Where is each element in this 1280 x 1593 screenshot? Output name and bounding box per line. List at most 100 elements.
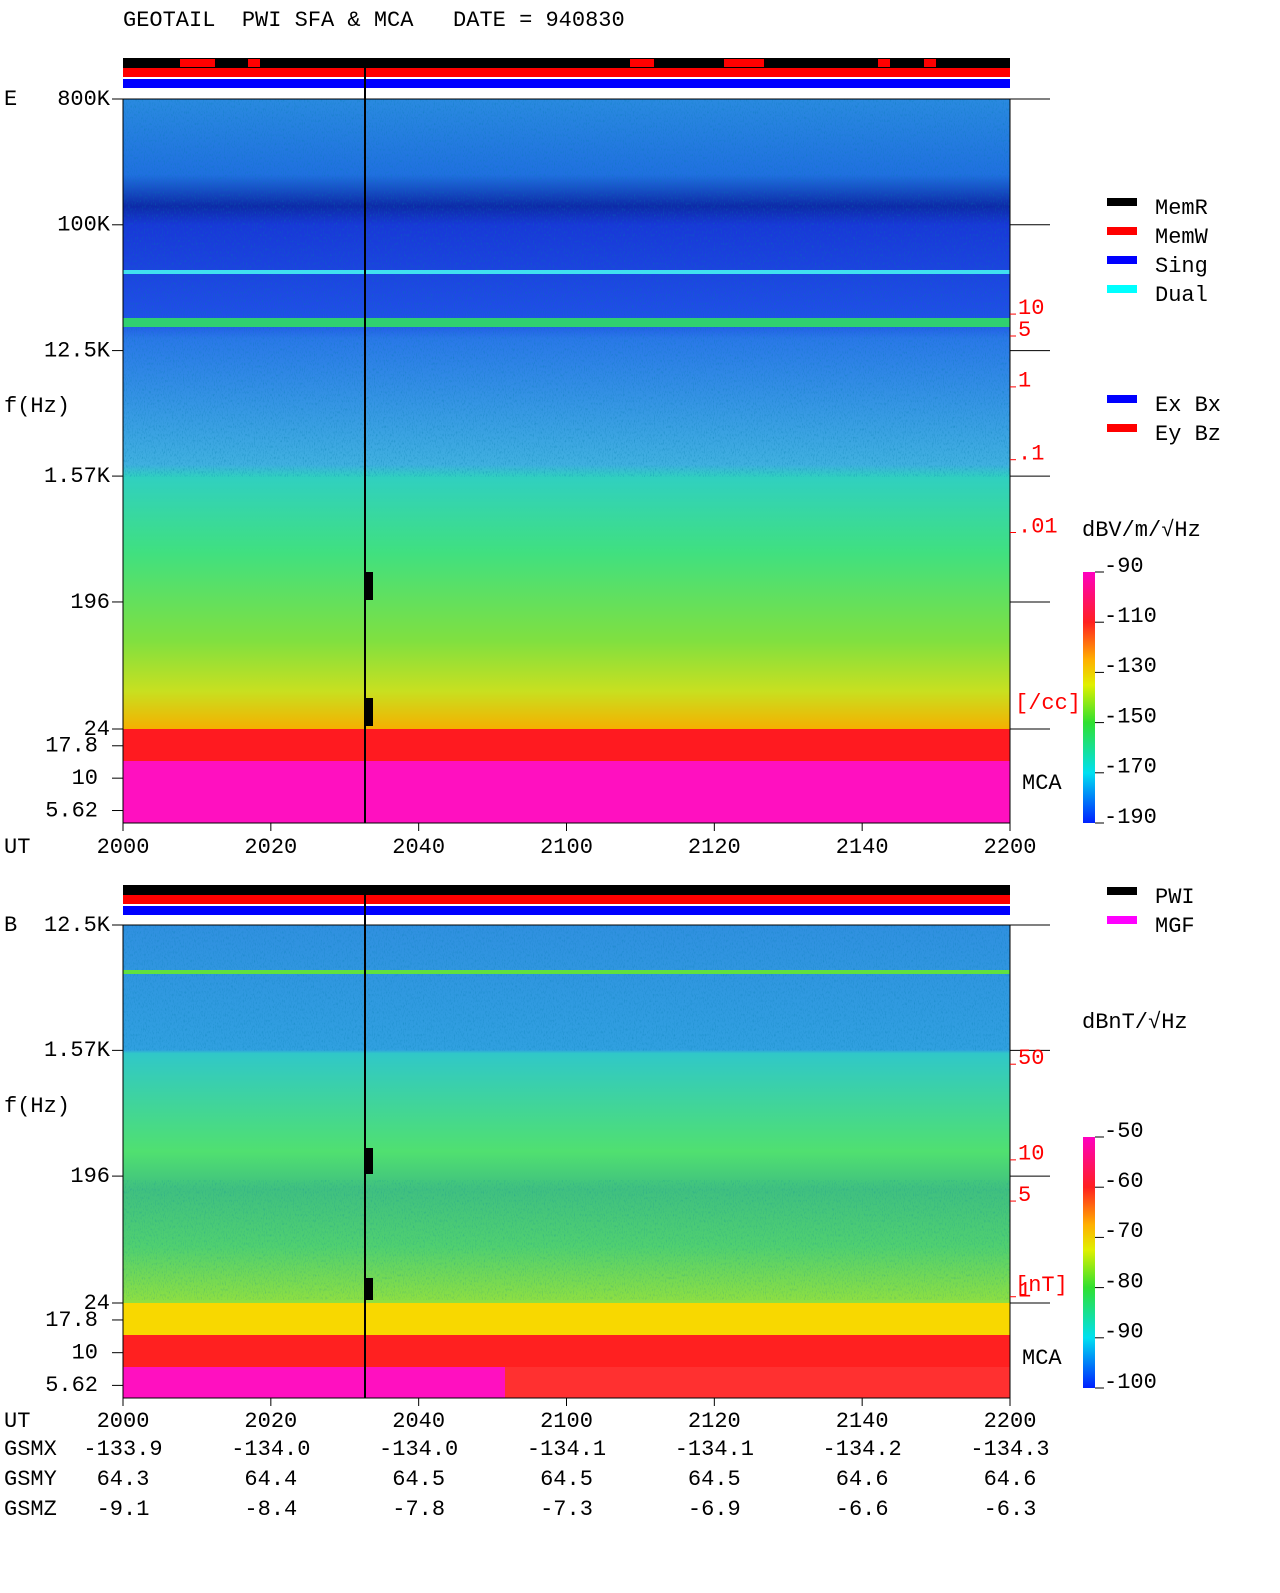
x-axis-label: UT (4, 1409, 30, 1434)
orbit-value: -8.4 (244, 1497, 297, 1522)
x-tick-label: 2140 (836, 1409, 889, 1434)
colorbar (1083, 572, 1095, 823)
x-tick-label: 2100 (540, 1409, 593, 1434)
y2-tick-label: 50 (1018, 1046, 1044, 1071)
legend-label: Ey Bz (1155, 422, 1221, 447)
y2-tick-label: 10 (1018, 1142, 1044, 1167)
x-axis-label: UT (4, 835, 30, 860)
orbit-value: -134.0 (231, 1437, 310, 1462)
y-tick-label: 800K (57, 87, 111, 112)
colorbar-tick-label: -50 (1104, 1119, 1144, 1144)
y-axis-label: f(Hz) (4, 394, 70, 419)
legend-swatch (1107, 285, 1137, 293)
orbit-value: 64.5 (688, 1467, 741, 1492)
legend-label: MemW (1155, 225, 1209, 250)
orbit-value: 64.5 (540, 1467, 593, 1492)
y-tick-label: 196 (70, 1164, 110, 1189)
x-tick-label: 2000 (97, 835, 150, 860)
legend-swatch (1107, 887, 1137, 895)
legend-swatch (1107, 395, 1137, 403)
y2-tick-label: 5 (1018, 1183, 1031, 1208)
y2-tick-label: .1 (1018, 442, 1044, 467)
mca-label: MCA (1022, 771, 1062, 796)
colorbar (1083, 1137, 1095, 1388)
colorbar-label: dBnT/√Hz (1082, 1010, 1188, 1035)
mca-tick-label: 17.8 (45, 1308, 98, 1333)
orbit-value: -6.6 (836, 1497, 889, 1522)
y2-tick-label: 5 (1018, 318, 1031, 343)
orbit-value: -6.3 (984, 1497, 1037, 1522)
y-tick-label: 12.5K (44, 338, 111, 363)
y-tick-label: 12.5K (44, 913, 111, 938)
y-tick-label: 1.57K (44, 464, 111, 489)
colorbar-tick-label: -80 (1104, 1269, 1144, 1294)
orbit-value: -6.9 (688, 1497, 741, 1522)
mca-tick-label: 17.8 (45, 734, 98, 759)
colorbar-tick-label: -60 (1104, 1169, 1144, 1194)
y2-tick-label: 1 (1018, 1279, 1031, 1304)
x-tick-label: 2040 (392, 1409, 445, 1434)
mca-tick-label: 10 (72, 766, 98, 791)
y2-axis-label: [/cc] (1015, 691, 1081, 716)
orbit-label: GSMY (4, 1467, 57, 1492)
legend-swatch (1107, 198, 1137, 206)
orbit-value: 64.6 (836, 1467, 889, 1492)
mca-label: MCA (1022, 1346, 1062, 1371)
orbit-value: 64.5 (392, 1467, 445, 1492)
y-tick-label: 1.57K (44, 1038, 111, 1063)
mca-tick-label: 10 (72, 1340, 98, 1365)
mca-tick-label: 5.62 (45, 798, 98, 823)
legend-swatch (1107, 256, 1137, 264)
legend-label: PWI (1155, 885, 1195, 910)
orbit-value: -133.9 (83, 1437, 162, 1462)
orbit-value: -134.1 (527, 1437, 606, 1462)
colorbar-tick-label: -170 (1104, 755, 1157, 780)
x-tick-label: 2200 (984, 835, 1037, 860)
colorbar-tick-label: -70 (1104, 1219, 1144, 1244)
legend-label: MemR (1155, 196, 1208, 221)
panel-label: B (4, 913, 17, 938)
colorbar-tick-label: -90 (1104, 1320, 1144, 1345)
x-tick-label: 2100 (540, 835, 593, 860)
orbit-value: 64.3 (97, 1467, 150, 1492)
orbit-value: -134.2 (823, 1437, 902, 1462)
orbit-value: -134.1 (675, 1437, 754, 1462)
x-tick-label: 2020 (244, 835, 297, 860)
colorbar-tick-label: -190 (1104, 805, 1157, 830)
spectrogram-b (123, 885, 1010, 1398)
x-tick-label: 2000 (97, 1409, 150, 1434)
y2-axis-label: [nT] (1015, 1273, 1068, 1298)
colorbar-tick-label: -90 (1104, 554, 1144, 579)
legend-label: MGF (1155, 914, 1195, 939)
y-tick-label: 196 (70, 590, 110, 615)
y2-tick-label: .01 (1018, 514, 1058, 539)
orbit-value: 64.4 (244, 1467, 297, 1492)
x-tick-label: 2040 (392, 835, 445, 860)
y-tick-label: 100K (57, 213, 111, 238)
legend-label: Sing (1155, 254, 1208, 279)
colorbar-tick-label: -150 (1104, 704, 1157, 729)
x-tick-label: 2120 (688, 835, 741, 860)
colorbar-tick-label: -110 (1104, 604, 1157, 629)
x-tick-label: 2140 (836, 835, 889, 860)
y2-tick-label: 1 (1018, 369, 1031, 394)
x-tick-label: 2120 (688, 1409, 741, 1434)
y-tick-label: 24 (84, 1291, 110, 1316)
spectrogram-e (123, 58, 1010, 823)
y-tick-label: 24 (84, 717, 110, 742)
orbit-label: GSMX (4, 1437, 57, 1462)
legend-label: Ex Bx (1155, 393, 1221, 418)
legend-swatch (1107, 916, 1137, 924)
mca-tick-label: 5.62 (45, 1373, 98, 1398)
x-tick-label: 2200 (984, 1409, 1037, 1434)
y-axis-label: f(Hz) (4, 1094, 70, 1119)
legend-label: Dual (1155, 283, 1208, 308)
colorbar-tick-label: -130 (1104, 654, 1157, 679)
orbit-value: -9.1 (97, 1497, 150, 1522)
orbit-value: -134.3 (970, 1437, 1049, 1462)
panel-label: E (4, 87, 17, 112)
colorbar-tick-label: -100 (1104, 1370, 1157, 1395)
orbit-value: -7.3 (540, 1497, 593, 1522)
legend-swatch (1107, 424, 1137, 432)
